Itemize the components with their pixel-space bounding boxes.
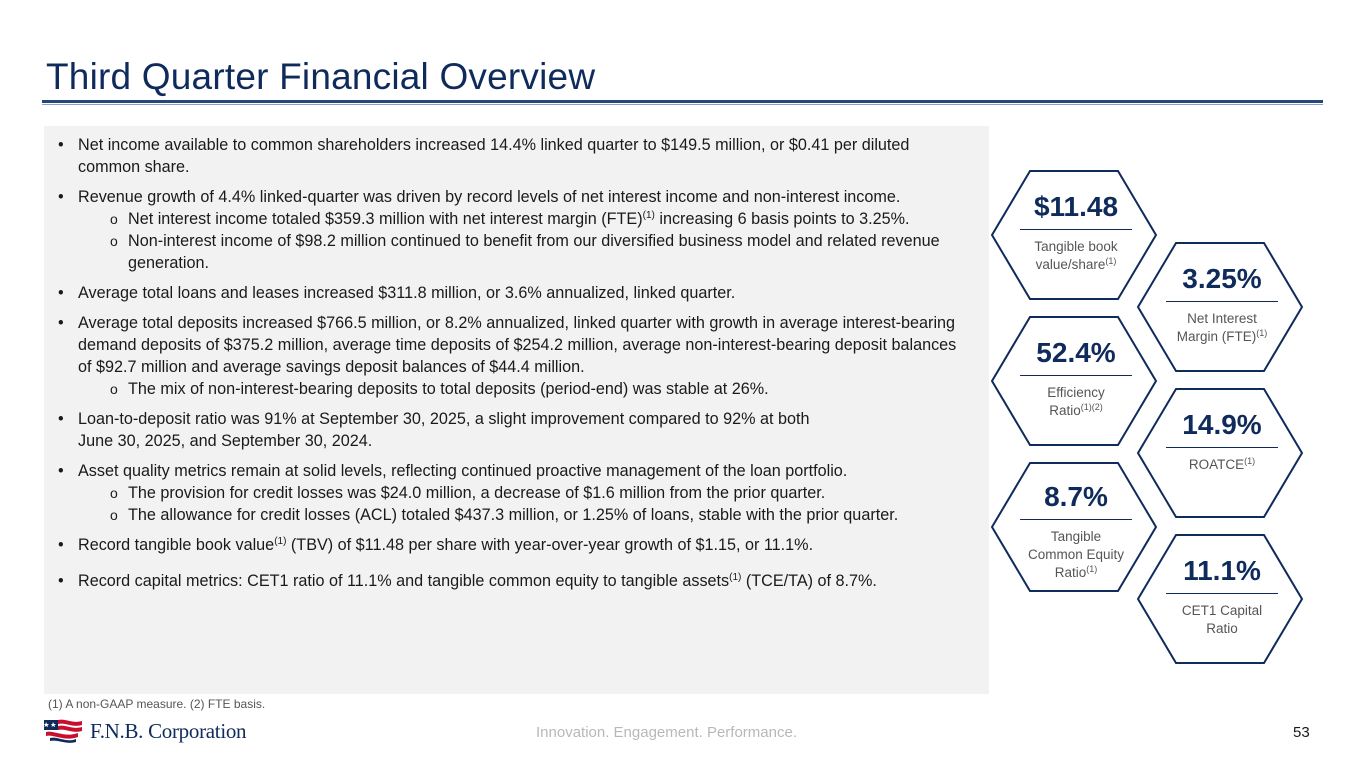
metric-value: $11.48 [1033,191,1119,222]
title-rule-thin [42,104,1323,105]
metric-value: 3.25% [1182,263,1262,294]
footnote-ref: (1) [729,572,742,583]
title-rule [42,100,1323,103]
metric-divider [1020,229,1132,230]
bullet-loan-to-deposit: Loan-to-deposit ratio was 91% at Septemb… [44,408,989,452]
footnote-ref: (1) [1086,564,1098,574]
highlights-panel: Net income available to common sharehold… [44,126,989,694]
metric-value: 52.4% [1036,337,1116,368]
bullet-text: June 30, 2025, and September 30, 2024. [78,432,373,450]
metric-divider [1166,301,1278,302]
hexagon-tce [990,462,1158,592]
metric-divider [1166,593,1278,594]
highlights-list: Net income available to common sharehold… [44,126,989,592]
bullet-text: Net income available to common sharehold… [78,136,910,176]
metric-hexagons [990,170,1304,664]
sub-bullet-non-interest: Non-interest income of $98.2 million con… [78,230,969,274]
metric-divider [1020,375,1132,376]
bullet-text: (TBV) of $11.48 per share with year-over… [286,536,814,554]
metric-tbv: $11.48 Tangible book value/share(1) [1014,191,1138,274]
sub-bullet-nii: Net interest income totaled $359.3 milli… [78,208,969,230]
bullet-text: Average total loans and leases increased… [78,284,736,302]
metric-label-line: Net Interest [1187,311,1257,326]
metric-divider [1020,519,1132,520]
metric-label-line: Ratio [1206,621,1238,636]
hexagon-tbv [990,170,1158,300]
page-title: Third Quarter Financial Overview [46,56,596,97]
metric-value: 14.9% [1182,409,1262,440]
logo-text: F.N.B. Corporation [90,718,247,743]
metric-label-line: Efficiency [1047,385,1105,400]
metric-efficiency: 52.4% Efficiency Ratio(1)(2) [1014,337,1138,420]
sub-list: The provision for credit losses was $24.… [78,482,969,526]
metric-label-line: Ratio [1049,403,1081,418]
metric-label: Tangible Common Equity Ratio(1) [1014,528,1138,582]
bullet-loans: Average total loans and leases increased… [44,282,989,304]
metric-label-line: Tangible book [1034,239,1118,254]
sub-text: increasing 6 basis points to 3.25%. [654,210,910,228]
hexagon-roatce [1136,388,1304,518]
footnote-ref: (1) [1244,456,1256,466]
metric-label: Efficiency Ratio(1)(2) [1014,384,1138,420]
footnote-ref: (1) [1105,256,1117,266]
metric-tce: 8.7% Tangible Common Equity Ratio(1) [1014,481,1138,582]
metric-label: CET1 Capital Ratio [1160,602,1284,638]
footnote-ref: (1) [642,210,655,221]
metric-label-line: CET1 Capital [1181,603,1263,618]
footnote-ref: (1) [1256,328,1268,338]
sub-bullet-acl: The allowance for credit losses (ACL) to… [78,504,969,526]
metric-label: Net Interest Margin (FTE)(1) [1160,310,1284,346]
sub-text: Non-interest income of $98.2 million con… [128,232,940,272]
footnote-ref: (1) [274,536,287,547]
sub-list: The mix of non-interest-bearing deposits… [78,378,969,400]
metric-nim: 3.25% Net Interest Margin (FTE)(1) [1160,263,1284,346]
sub-text: The mix of non-interest-bearing deposits… [128,380,769,398]
fnb-logo: F.N.B. Corporation [44,716,247,746]
bullet-asset-quality: Asset quality metrics remain at solid le… [44,460,989,526]
footnote-ref: (1)(2) [1080,402,1103,412]
bullet-text: Record capital metrics: CET1 ratio of 11… [78,572,730,590]
metric-value: 8.7% [1044,481,1108,512]
bullet-tbv: Record tangible book value(1) (TBV) of $… [44,534,989,556]
metric-label: Tangible book value/share(1) [1014,238,1138,274]
metric-divider [1166,447,1278,448]
metric-cet1: 11.1% CET1 Capital Ratio [1160,555,1284,638]
flag-icon [44,719,82,743]
sub-text: Net interest income totaled $359.3 milli… [128,210,643,228]
footnote: (1) A non-GAAP measure. (2) FTE basis. [48,697,266,711]
sub-bullet-deposit-mix: The mix of non-interest-bearing deposits… [78,378,969,400]
tagline: Innovation. Engagement. Performance. [536,724,797,741]
sub-bullet-provision: The provision for credit losses was $24.… [78,482,969,504]
bullet-text: Loan-to-deposit ratio was 91% at Septemb… [78,410,810,428]
bullet-text: Revenue growth of 4.4% linked-quarter wa… [78,188,901,206]
bullet-text: (TCE/TA) of 8.7%. [741,572,877,590]
metric-label-line: Ratio [1054,565,1087,580]
metric-label-line: Margin (FTE) [1176,329,1257,344]
bullet-text: Asset quality metrics remain at solid le… [78,462,848,480]
metric-label-line: value/share [1035,257,1106,272]
sub-text: The allowance for credit losses (ACL) to… [128,506,899,524]
sub-list: Net interest income totaled $359.3 milli… [78,208,969,274]
page-number: 53 [1293,724,1310,741]
hexagon-nim [1136,242,1304,372]
bullet-revenue: Revenue growth of 4.4% linked-quarter wa… [44,186,989,274]
metric-roatce: 14.9% ROATCE(1) [1160,409,1284,474]
metric-label-line: ROATCE [1188,457,1245,472]
metric-label-line: Tangible [1050,529,1102,544]
bullet-capital: Record capital metrics: CET1 ratio of 11… [44,570,989,592]
metric-label-line: Common Equity [1027,547,1125,562]
bullet-deposits: Average total deposits increased $766.5 … [44,312,989,400]
metric-value: 11.1% [1183,555,1261,586]
bullet-text: Average total deposits increased $766.5 … [78,314,957,376]
sub-text: The provision for credit losses was $24.… [128,484,826,502]
metric-label: ROATCE(1) [1160,456,1284,474]
bullet-text: Record tangible book value [78,536,275,554]
bullet-net-income: Net income available to common sharehold… [44,134,989,178]
hexagon-cet1 [1136,534,1304,664]
hexagon-efficiency [990,316,1158,446]
